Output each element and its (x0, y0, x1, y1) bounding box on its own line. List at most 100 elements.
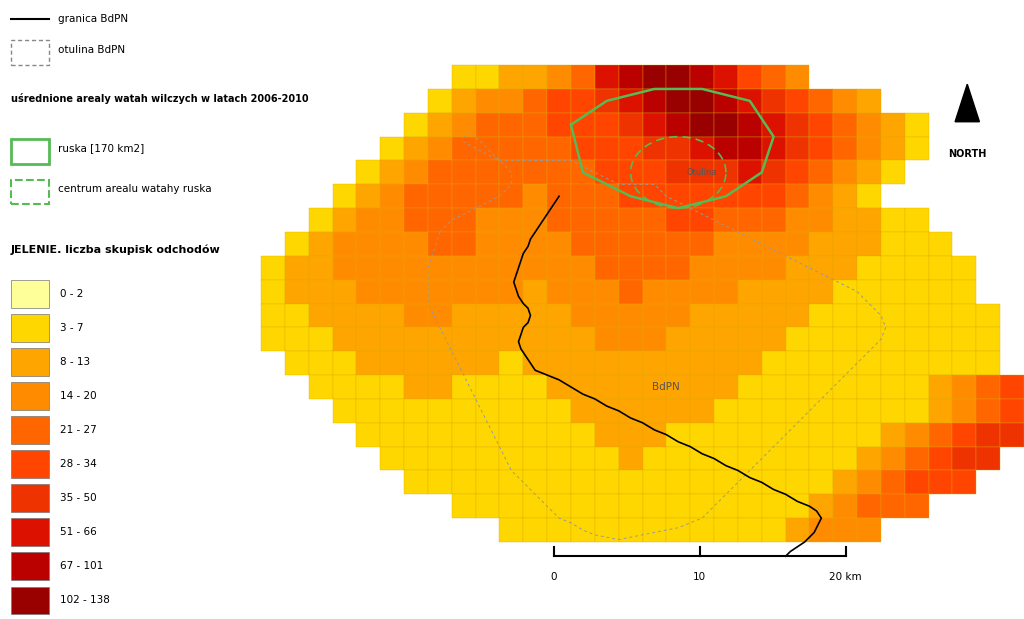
Bar (642, 280, 667, 303)
Bar (834, 351, 857, 375)
Bar (857, 375, 881, 399)
Bar (642, 160, 667, 184)
Bar (404, 137, 428, 160)
Bar (714, 160, 738, 184)
Bar (404, 375, 428, 399)
Bar (595, 208, 618, 232)
Bar (523, 327, 547, 351)
Bar (976, 399, 1000, 423)
Bar (762, 351, 785, 375)
Bar (428, 423, 452, 446)
Bar (452, 470, 475, 495)
Bar (642, 208, 667, 232)
Bar (500, 446, 523, 470)
Bar (404, 160, 428, 184)
Bar (285, 327, 308, 351)
Bar (881, 303, 905, 327)
Bar (809, 495, 834, 518)
Bar (1000, 399, 1024, 423)
Bar (10, 180, 49, 204)
Bar (571, 375, 595, 399)
Bar (356, 160, 380, 184)
Bar (523, 470, 547, 495)
Bar (857, 256, 881, 280)
Bar (404, 280, 428, 303)
Bar (667, 518, 690, 542)
Bar (595, 399, 618, 423)
Bar (595, 375, 618, 399)
Bar (976, 327, 1000, 351)
Bar (595, 65, 618, 89)
Bar (500, 184, 523, 208)
Bar (428, 327, 452, 351)
Bar (571, 280, 595, 303)
Bar (428, 137, 452, 160)
Bar (834, 423, 857, 446)
Bar (308, 375, 333, 399)
Bar (475, 160, 500, 184)
Bar (952, 423, 976, 446)
Bar (714, 399, 738, 423)
Bar (618, 65, 642, 89)
Bar (905, 280, 929, 303)
Bar (404, 351, 428, 375)
Bar (905, 375, 929, 399)
Bar (523, 137, 547, 160)
Bar (10, 40, 49, 65)
Bar (380, 256, 404, 280)
Bar (523, 208, 547, 232)
Bar (881, 399, 905, 423)
Bar (785, 256, 809, 280)
Bar (690, 160, 714, 184)
Bar (452, 423, 475, 446)
Bar (809, 256, 834, 280)
Text: 102 - 138: 102 - 138 (59, 595, 110, 605)
Bar (667, 184, 690, 208)
Bar (333, 280, 356, 303)
Text: 14 - 20: 14 - 20 (59, 391, 96, 401)
Bar (523, 113, 547, 137)
Bar (738, 446, 762, 470)
Bar (380, 280, 404, 303)
Bar (905, 113, 929, 137)
Bar (881, 351, 905, 375)
Bar (380, 399, 404, 423)
Bar (667, 232, 690, 256)
Bar (285, 351, 308, 375)
Bar (905, 303, 929, 327)
Bar (785, 446, 809, 470)
Bar (762, 399, 785, 423)
Bar (547, 65, 571, 89)
Bar (905, 399, 929, 423)
Bar (595, 137, 618, 160)
Bar (618, 160, 642, 184)
Bar (809, 470, 834, 495)
Bar (714, 208, 738, 232)
Bar (595, 160, 618, 184)
Bar (834, 208, 857, 232)
Bar (547, 518, 571, 542)
Bar (857, 495, 881, 518)
Bar (905, 351, 929, 375)
Bar (667, 399, 690, 423)
Bar (428, 375, 452, 399)
Bar (809, 208, 834, 232)
Bar (690, 375, 714, 399)
Bar (571, 423, 595, 446)
Bar (500, 65, 523, 89)
Bar (523, 423, 547, 446)
Bar (356, 280, 380, 303)
Bar (857, 113, 881, 137)
Bar (404, 303, 428, 327)
Bar (809, 113, 834, 137)
Bar (452, 65, 475, 89)
Bar (857, 351, 881, 375)
Bar (475, 375, 500, 399)
Bar (500, 399, 523, 423)
Bar (762, 232, 785, 256)
Bar (428, 280, 452, 303)
Bar (428, 184, 452, 208)
Bar (475, 256, 500, 280)
Bar (452, 327, 475, 351)
Bar (738, 399, 762, 423)
